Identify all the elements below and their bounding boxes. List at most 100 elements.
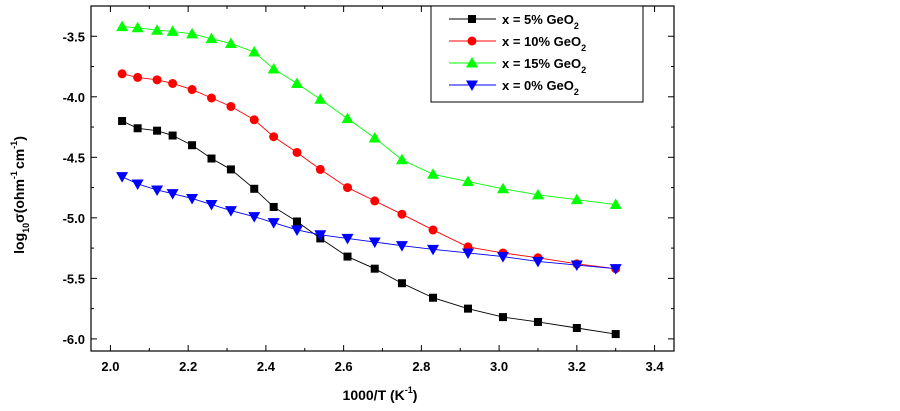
data-point	[343, 252, 352, 261]
data-point	[116, 20, 129, 32]
data-point	[117, 69, 127, 79]
data-point	[249, 115, 259, 125]
legend-label: x = 0% GeO2	[502, 78, 579, 97]
data-point	[248, 46, 261, 57]
data-point	[205, 200, 218, 211]
series-line	[121, 176, 616, 270]
series-0pct	[116, 172, 622, 275]
data-point	[370, 264, 379, 273]
data-point	[572, 324, 581, 332]
data-point	[496, 182, 509, 194]
legend-label: x = 10% GeO2	[502, 34, 586, 53]
data-point	[533, 317, 542, 326]
legend: x = 5% GeO2 x = 10% GeO2 x = 15% GeO2 x = …	[430, 5, 644, 103]
data-point	[187, 85, 197, 95]
data-point	[314, 93, 327, 104]
data-point	[166, 189, 179, 200]
data-point	[133, 72, 143, 82]
series-line	[121, 73, 616, 270]
data-point	[292, 217, 301, 226]
legend-marker	[466, 57, 478, 68]
x-tick-label: 2.2	[179, 359, 197, 374]
data-point	[151, 24, 164, 35]
x-tick-label: 2.4	[257, 359, 276, 374]
legend-marker	[466, 80, 478, 91]
x-tick-label: 3.2	[568, 359, 586, 374]
legend-entry: x = 0% GeO2	[449, 78, 579, 97]
x-tick-label: 3.0	[490, 359, 508, 374]
data-point	[427, 168, 440, 179]
legend-entry: x = 5% GeO2	[449, 12, 579, 31]
data-point	[226, 165, 235, 174]
y-tick-label: -5.0	[63, 211, 85, 226]
data-point	[290, 225, 303, 236]
data-point	[570, 193, 583, 205]
series-layer	[116, 20, 622, 339]
data-point	[269, 202, 278, 211]
legend-box	[430, 5, 644, 103]
series-5pct	[118, 117, 620, 339]
x-axis-title: 1000/T (K-1)	[343, 385, 418, 403]
data-point	[395, 241, 408, 252]
y-axis-title: log10σ(ohm-1cm-1)	[9, 136, 31, 254]
data-point	[368, 237, 381, 249]
y-tick-labels: -6.0 -5.5 -5.0 -4.5 -4.0 -3.5	[63, 29, 85, 347]
y-tick-label: -6.0	[63, 332, 85, 347]
x-tick-label: 3.4	[646, 359, 665, 374]
data-point	[570, 260, 583, 272]
y-tick-label: -4.0	[63, 90, 85, 105]
data-point	[427, 244, 440, 256]
data-point	[429, 293, 438, 302]
data-point	[267, 62, 280, 74]
y-tick-label: -5.5	[63, 271, 85, 286]
y-tick-label: -3.5	[63, 29, 85, 44]
data-point	[531, 256, 544, 268]
data-point	[464, 304, 473, 313]
data-point	[609, 264, 622, 275]
data-point	[269, 132, 279, 142]
data-point	[116, 172, 129, 183]
series-15pct	[116, 20, 622, 210]
data-point	[496, 252, 509, 263]
data-point	[397, 209, 407, 219]
x-tick-label: 2.0	[101, 359, 119, 374]
data-point	[166, 25, 179, 36]
x-tick-label: 2.6	[335, 359, 353, 374]
data-point	[531, 188, 544, 200]
data-point	[224, 206, 237, 217]
data-point	[370, 196, 380, 206]
data-point	[131, 21, 144, 33]
data-point	[609, 198, 622, 210]
data-point	[186, 27, 199, 39]
x-tick-label: 2.8	[412, 359, 430, 374]
data-point	[186, 193, 199, 205]
data-point	[428, 225, 438, 235]
data-point	[224, 37, 237, 49]
data-point	[341, 112, 354, 124]
data-point	[206, 93, 216, 103]
legend-entry: x = 15% GeO2	[449, 56, 586, 75]
data-point	[168, 78, 178, 88]
data-point	[188, 141, 197, 150]
data-point	[462, 175, 475, 187]
series-line	[121, 120, 616, 335]
data-point	[152, 75, 162, 85]
data-point	[368, 131, 381, 143]
data-point	[611, 330, 620, 339]
data-point	[131, 179, 144, 190]
legend-entry: x = 10% GeO2	[449, 34, 586, 53]
data-point	[133, 124, 142, 133]
data-point	[153, 126, 162, 135]
data-point	[343, 183, 353, 193]
legend-label: x = 5% GeO2	[502, 12, 579, 31]
legend-label: x = 15% GeO2	[502, 56, 586, 75]
data-point	[168, 131, 177, 140]
data-point	[292, 147, 302, 157]
data-point	[248, 212, 261, 223]
data-point	[290, 77, 303, 88]
data-point	[267, 218, 280, 229]
legend-marker	[467, 36, 477, 46]
data-point	[205, 32, 218, 44]
data-point	[498, 313, 507, 322]
